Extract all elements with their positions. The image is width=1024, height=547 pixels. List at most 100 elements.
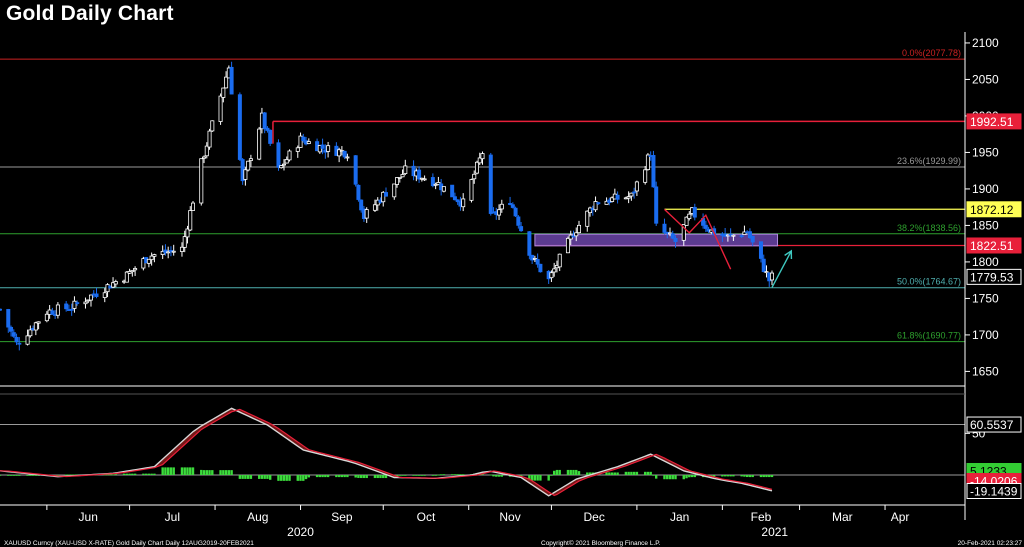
osc-hist-bar bbox=[144, 473, 148, 475]
osc-hist-bar bbox=[417, 475, 421, 476]
candle-body bbox=[202, 156, 207, 159]
footer-center: Copyright© 2021 Bloomberg Finance L.P. bbox=[541, 539, 661, 547]
osc-hist-bar bbox=[343, 475, 346, 478]
osc-hist-bar bbox=[539, 475, 542, 481]
osc-tag-bg bbox=[966, 483, 1022, 499]
candle-body bbox=[452, 196, 457, 201]
candle-body bbox=[163, 249, 168, 254]
candle-body bbox=[761, 258, 766, 273]
candle-body bbox=[535, 259, 540, 265]
candle-body bbox=[179, 246, 184, 252]
annotation-zone bbox=[534, 233, 779, 247]
candle-body bbox=[764, 271, 769, 274]
candle-body bbox=[83, 301, 88, 305]
candle-body bbox=[359, 199, 364, 211]
candle-body bbox=[301, 136, 306, 142]
candle-body bbox=[279, 165, 284, 169]
osc-hist-bar bbox=[263, 475, 266, 479]
candle-body bbox=[248, 158, 253, 161]
osc-hist-bar bbox=[558, 469, 561, 475]
candle-body bbox=[750, 235, 755, 243]
price-tag-bg bbox=[966, 113, 1022, 130]
candle-body bbox=[265, 127, 270, 131]
y-tick-label: 1950 bbox=[972, 145, 999, 159]
osc-hist-bar bbox=[608, 472, 611, 475]
year-label: 2020 bbox=[287, 525, 314, 539]
candle-body bbox=[742, 231, 747, 235]
candle-body bbox=[221, 87, 226, 98]
candle-body bbox=[246, 160, 251, 171]
osc-hist-bar bbox=[280, 475, 283, 481]
candle-body bbox=[731, 234, 736, 237]
candle-body bbox=[651, 155, 656, 188]
candles-series bbox=[0, 61, 775, 351]
candle-body bbox=[381, 191, 386, 203]
x-tick-label: Nov bbox=[499, 510, 520, 524]
osc-hist-bar bbox=[401, 475, 404, 476]
candle-body bbox=[703, 224, 708, 229]
candle-body bbox=[210, 120, 215, 132]
fib-label: 38.2%(1838.56) bbox=[897, 223, 961, 233]
candle-body bbox=[530, 254, 535, 261]
osc-hist-bar bbox=[260, 475, 264, 479]
candle-body bbox=[364, 209, 369, 219]
osc-hist-bar bbox=[222, 470, 225, 475]
osc-hist-bar bbox=[354, 475, 357, 478]
osc-hist-bar bbox=[288, 475, 291, 481]
candle-body bbox=[422, 178, 427, 181]
osc-hist-bar bbox=[169, 467, 173, 475]
candle-body bbox=[268, 129, 273, 144]
osc-hist-bar bbox=[459, 474, 462, 476]
candle-body bbox=[430, 177, 435, 187]
y-tick-label: 1900 bbox=[972, 182, 999, 196]
candle-body bbox=[14, 336, 19, 343]
candle-body bbox=[146, 258, 151, 264]
candle-body bbox=[610, 197, 615, 202]
osc-hist-bar bbox=[189, 467, 192, 475]
osc-hist-bar bbox=[569, 469, 572, 475]
candle-body bbox=[477, 157, 482, 164]
candle-body bbox=[593, 201, 598, 211]
candle-body bbox=[400, 174, 405, 178]
candle-body bbox=[585, 210, 590, 227]
osc-tag-bg bbox=[966, 416, 1022, 433]
price-tag-bg bbox=[966, 201, 1022, 218]
osc-hist-bar bbox=[12, 475, 15, 476]
osc-hist-bar bbox=[147, 473, 151, 475]
osc-hist-bar bbox=[257, 475, 261, 479]
osc-hist-bar bbox=[318, 475, 322, 478]
candle-body bbox=[577, 224, 582, 234]
candle-body bbox=[130, 270, 135, 273]
osc-hist-bar bbox=[315, 475, 319, 478]
candle-body bbox=[33, 322, 38, 331]
candle-body bbox=[94, 293, 99, 297]
candle-body bbox=[747, 231, 752, 239]
osc-hist-bar bbox=[111, 474, 115, 476]
osc-hist-bar bbox=[630, 471, 633, 475]
candle-body bbox=[588, 207, 593, 214]
candle-body bbox=[342, 150, 347, 158]
candle-body bbox=[497, 209, 502, 216]
candle-body bbox=[320, 144, 325, 149]
osc-hist-bar bbox=[765, 475, 768, 478]
osc-hist-bar bbox=[125, 473, 129, 475]
osc-hist-bar bbox=[106, 474, 109, 476]
candle-body bbox=[326, 145, 331, 152]
osc-hist-bar bbox=[666, 475, 669, 480]
candle-body bbox=[681, 224, 686, 241]
osc-hist-bar bbox=[489, 474, 492, 476]
candle-body bbox=[574, 232, 579, 237]
candle-body bbox=[281, 163, 286, 166]
osc-hist-bar bbox=[249, 475, 253, 479]
osc-hist-bar bbox=[552, 470, 556, 475]
x-tick-label: Jun bbox=[79, 510, 98, 524]
osc-hist-bar bbox=[296, 475, 299, 481]
x-tick-label: Sep bbox=[331, 510, 353, 524]
osc-hist-bar bbox=[133, 473, 137, 475]
osc-hist-bar bbox=[31, 475, 35, 476]
candle-body bbox=[44, 313, 49, 322]
candle-body bbox=[50, 310, 55, 315]
fib-levels: 0.0%(2077.78) 23.6%(1929.99) 38.2%(1838.56… bbox=[0, 48, 965, 343]
candle-body bbox=[72, 300, 77, 309]
candle-body bbox=[295, 147, 300, 152]
